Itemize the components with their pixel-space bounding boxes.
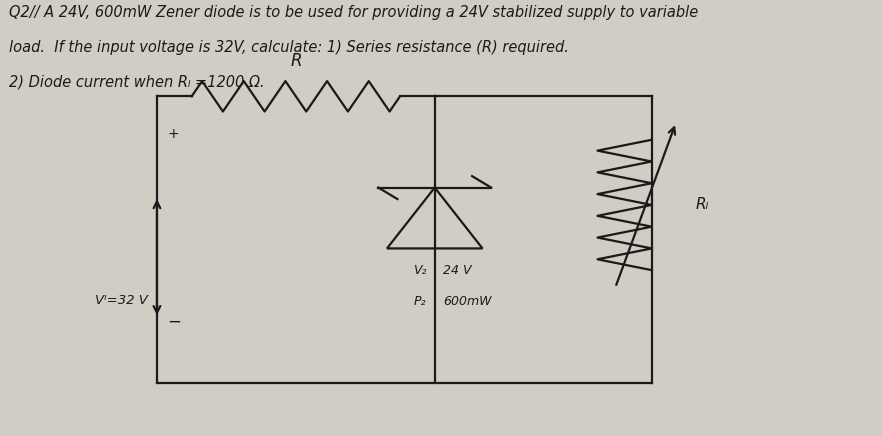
Text: Vᴵ=32 V: Vᴵ=32 V [95, 294, 148, 307]
Text: Rₗ: Rₗ [695, 198, 708, 212]
Text: load.  If the input voltage is 32V, calculate: 1) Series resistance (R) required: load. If the input voltage is 32V, calcu… [10, 40, 569, 55]
Text: +: + [168, 127, 179, 141]
Text: Q2// A 24V, 600mW Zener diode is to be used for providing a 24V stabilized suppl: Q2// A 24V, 600mW Zener diode is to be u… [10, 5, 699, 20]
Text: R: R [290, 52, 302, 70]
Text: 24 V: 24 V [444, 265, 472, 277]
Text: P₂: P₂ [414, 295, 426, 308]
Text: 2) Diode current when Rₗ =1200 Ω.: 2) Diode current when Rₗ =1200 Ω. [10, 75, 265, 89]
Text: V₂: V₂ [413, 265, 426, 277]
Text: 600mW: 600mW [444, 295, 492, 308]
Text: −: − [168, 313, 181, 331]
